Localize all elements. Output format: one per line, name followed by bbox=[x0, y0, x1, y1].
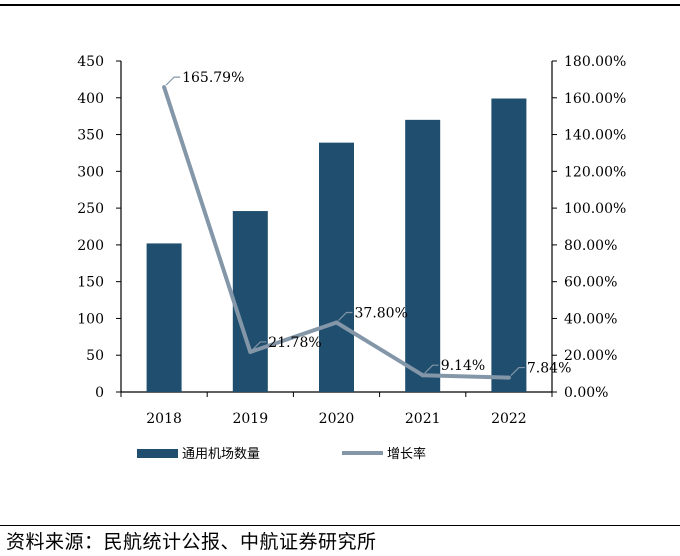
label-leader bbox=[165, 76, 181, 86]
x-axis-tick-label: 2020 bbox=[319, 411, 355, 427]
left-axis-tick-label: 200 bbox=[77, 238, 104, 254]
right-axis-tick-label: 120.00% bbox=[564, 164, 626, 180]
bottom-rule bbox=[0, 525, 680, 526]
growth-point-2020 bbox=[334, 320, 339, 325]
left-axis-tick-label: 350 bbox=[77, 128, 104, 144]
right-axis-tick-label: 80.00% bbox=[564, 238, 617, 254]
source-note: 资料来源：民航统计公报、中航证券研究所 bbox=[6, 531, 377, 553]
right-axis-tick-label: 180.00% bbox=[564, 54, 626, 70]
left-axis-tick-label: 0 bbox=[95, 385, 104, 401]
x-axis-tick-label: 2018 bbox=[146, 411, 182, 427]
x-axis-tick-label: 2019 bbox=[232, 411, 268, 427]
right-axis-tick-label: 60.00% bbox=[564, 275, 617, 291]
growth-point-2019 bbox=[248, 349, 253, 354]
label-leader bbox=[251, 341, 267, 351]
x-axis-tick-label: 2021 bbox=[405, 411, 441, 427]
left-axis-tick-label: 250 bbox=[77, 201, 104, 217]
growth-label-2021: 9.14% bbox=[441, 358, 485, 374]
right-axis-tick-label: 0.00% bbox=[564, 385, 608, 401]
bar-2022 bbox=[491, 98, 527, 392]
right-axis-tick-label: 20.00% bbox=[564, 348, 617, 364]
growth-label-2020: 37.80% bbox=[355, 305, 408, 321]
top-rule bbox=[0, 4, 680, 6]
left-axis-tick-label: 300 bbox=[77, 164, 104, 180]
left-axis-tick-label: 150 bbox=[77, 275, 104, 291]
left-axis-tick-label: 100 bbox=[77, 311, 104, 327]
right-axis-tick-label: 100.00% bbox=[564, 201, 626, 217]
right-axis-tick-label: 160.00% bbox=[564, 91, 626, 107]
right-axis-tick-label: 140.00% bbox=[564, 128, 626, 144]
bars bbox=[146, 98, 527, 392]
growth-point-2022 bbox=[506, 375, 511, 380]
bar-2019 bbox=[232, 211, 268, 392]
growth-label-2019: 21.78% bbox=[268, 335, 321, 351]
data-labels: 165.79% 21.78% 37.80% 9.14% 7.84% bbox=[165, 70, 571, 377]
axes: 0 50 100 150 200 250 300 350 400 450 0.00% 20.00% 40… bbox=[77, 54, 626, 427]
bar-2018 bbox=[146, 243, 182, 392]
legend-bar-swatch bbox=[137, 449, 178, 458]
legend-bar-label: 通用机场数量 bbox=[182, 447, 260, 462]
bar-2021 bbox=[405, 119, 441, 392]
growth-label-2018: 165.79% bbox=[182, 70, 244, 86]
growth-line bbox=[162, 85, 511, 380]
right-axis-tick-label: 40.00% bbox=[564, 311, 617, 327]
legend: 通用机场数量 增长率 bbox=[137, 446, 426, 462]
growth-label-2022: 7.84% bbox=[527, 361, 571, 377]
label-leader bbox=[424, 364, 439, 374]
left-axis-tick-label: 400 bbox=[77, 91, 104, 107]
legend-line-label: 增长率 bbox=[387, 446, 426, 462]
bar-2020 bbox=[319, 142, 354, 392]
left-axis-tick-label: 450 bbox=[77, 54, 104, 70]
label-leader bbox=[510, 366, 525, 377]
label-leader bbox=[338, 311, 353, 321]
combo-chart: 0 50 100 150 200 250 300 350 400 450 0.00% 20.00% 40… bbox=[77, 54, 626, 462]
left-axis-tick-label: 50 bbox=[86, 348, 104, 364]
growth-point-2018 bbox=[162, 85, 167, 90]
growth-point-2021 bbox=[420, 373, 425, 378]
x-axis-tick-label: 2022 bbox=[491, 411, 527, 427]
